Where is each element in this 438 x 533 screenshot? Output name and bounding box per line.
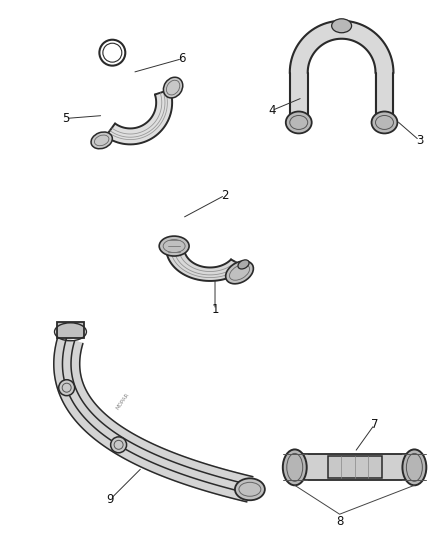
- Text: 4: 4: [268, 104, 276, 117]
- Text: 6: 6: [178, 52, 186, 65]
- Polygon shape: [106, 90, 172, 144]
- Ellipse shape: [226, 261, 254, 284]
- Polygon shape: [290, 21, 393, 127]
- Ellipse shape: [111, 437, 127, 453]
- FancyBboxPatch shape: [57, 322, 85, 338]
- Text: 9: 9: [106, 493, 114, 506]
- Ellipse shape: [59, 379, 74, 395]
- Ellipse shape: [238, 260, 249, 269]
- Text: 5: 5: [62, 112, 69, 125]
- Text: 1: 1: [211, 303, 219, 317]
- Ellipse shape: [235, 478, 265, 500]
- Ellipse shape: [332, 19, 352, 33]
- Text: 8: 8: [336, 515, 343, 528]
- Text: 3: 3: [416, 134, 423, 147]
- Ellipse shape: [283, 449, 307, 486]
- Text: 2: 2: [221, 189, 229, 201]
- Ellipse shape: [91, 132, 112, 149]
- Text: MOPAR: MOPAR: [115, 392, 131, 410]
- Ellipse shape: [371, 111, 397, 133]
- Ellipse shape: [403, 449, 426, 486]
- Ellipse shape: [159, 236, 189, 256]
- FancyBboxPatch shape: [328, 456, 382, 478]
- Ellipse shape: [163, 77, 183, 98]
- Ellipse shape: [286, 111, 312, 133]
- Bar: [295, 455, 414, 480]
- Polygon shape: [166, 248, 246, 281]
- Text: 7: 7: [371, 418, 378, 431]
- Polygon shape: [54, 336, 253, 502]
